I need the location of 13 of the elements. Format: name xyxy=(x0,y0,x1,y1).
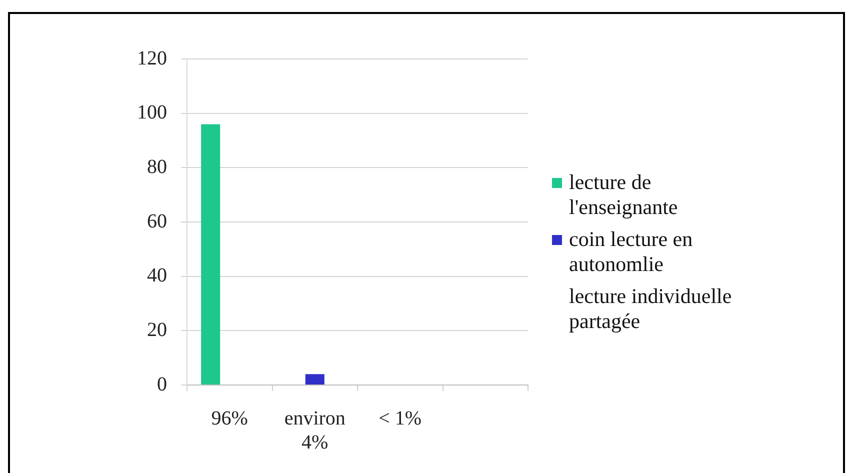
y-tick-label: 40 xyxy=(147,264,167,287)
x-tick-label: 96% xyxy=(211,407,248,430)
y-tick-label: 0 xyxy=(157,373,167,396)
x-tick-label: < 1% xyxy=(378,407,422,430)
y-tick-label: 120 xyxy=(137,47,167,70)
y-tick-label: 80 xyxy=(147,156,167,178)
y-tick-label: 60 xyxy=(147,210,167,232)
text: lecture individuelle partagée xyxy=(569,284,733,334)
x-tick-label: environ 4% xyxy=(284,407,346,454)
legend-label: lecture de l'enseignante xyxy=(569,170,679,220)
y-tick-label: 100 xyxy=(137,102,167,124)
legend-label: coin lecture en autonomlie xyxy=(569,227,694,277)
y-tick-label: 20 xyxy=(147,318,167,341)
